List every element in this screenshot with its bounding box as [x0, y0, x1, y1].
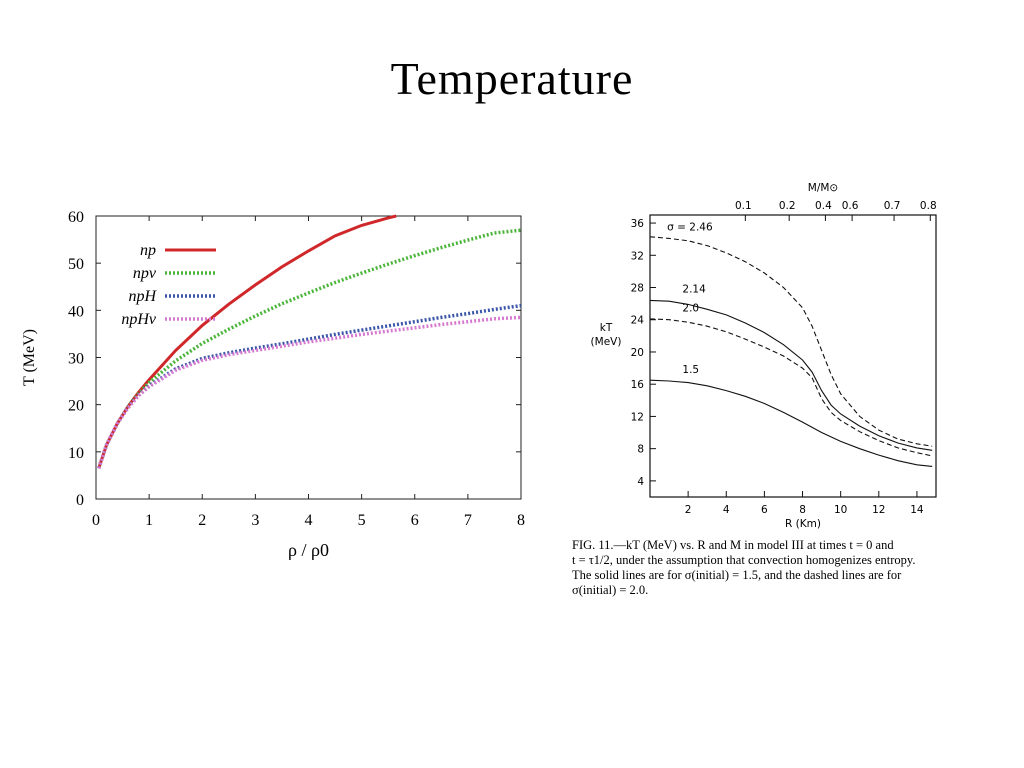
x-tick-label: 2: [685, 504, 692, 516]
top-tick-label: 0.4: [815, 200, 832, 212]
y-axis-label: (MeV): [591, 336, 622, 348]
caption-line: t = τ1/2, under the assumption that conv…: [572, 553, 916, 567]
x-tick-label: 4: [305, 512, 313, 529]
y-tick-label: 28: [631, 283, 644, 295]
top-tick-label: 0.1: [735, 200, 752, 212]
y-tick-label: 32: [631, 250, 644, 262]
plot-frame: [649, 214, 937, 498]
series-line-1: [649, 299, 933, 451]
top-axis-label: M/M⊙: [808, 182, 838, 194]
legend-label: npH: [128, 288, 157, 305]
x-axis-label: R (Km): [785, 518, 821, 530]
x-tick-label: 12: [872, 504, 885, 516]
top-tick-label: 0.2: [779, 200, 796, 212]
x-tick-label: 6: [761, 504, 768, 516]
figure-caption: FIG. 11.—kT (MeV) vs. R and M in model I…: [572, 538, 970, 598]
y-tick-label: 36: [631, 218, 645, 230]
top-tick-label: 0.7: [884, 200, 901, 212]
series-line-2: [97, 303, 522, 469]
x-tick-label: 5: [358, 512, 366, 529]
x-tick-label: 8: [799, 504, 806, 516]
y-tick-label: 12: [631, 411, 644, 423]
top-tick-label: 0.8: [920, 200, 937, 212]
y-tick-label: 24: [631, 315, 645, 327]
caption-line: The solid lines are for σ(initial) = 1.5…: [572, 568, 902, 582]
x-tick-label: 7: [464, 512, 472, 529]
caption-line: FIG. 11.—kT (MeV) vs. R and M in model I…: [572, 538, 894, 552]
series-line-0: [649, 236, 933, 447]
y-axis-label: kT: [600, 322, 613, 334]
y-tick-label: 20: [68, 398, 84, 415]
x-tick-label: 4: [723, 504, 730, 516]
slide-title: Temperature: [390, 53, 634, 104]
series-line-0: [97, 214, 397, 469]
x-tick-label: 6: [411, 512, 419, 529]
x-axis-label: ρ / ρ0: [288, 540, 329, 560]
y-tick-label: 4: [637, 476, 644, 488]
y-tick-label: 0: [76, 492, 84, 509]
series-label: 1.5: [682, 364, 699, 376]
x-tick-label: 8: [517, 512, 525, 529]
legend-label: npHν: [121, 311, 157, 328]
top-tick-label: 0.6: [842, 200, 859, 212]
y-tick-label: 20: [631, 347, 644, 359]
legend-label: np: [140, 242, 156, 259]
series-line-2: [649, 318, 933, 457]
x-tick-label: 14: [910, 504, 924, 516]
legend-label: npν: [133, 265, 157, 282]
series-label: 2.0: [682, 303, 699, 315]
y-tick-label: 30: [68, 351, 84, 368]
series-line-3: [97, 315, 522, 469]
x-tick-label: 0: [92, 512, 100, 529]
y-tick-label: 50: [68, 256, 84, 273]
series-label: 2.14: [682, 283, 706, 295]
series-label: σ = 2.46: [667, 221, 713, 233]
caption-line: σ(initial) = 2.0.: [572, 583, 649, 597]
y-tick-label: 8: [637, 444, 644, 456]
series-line-1: [97, 228, 522, 469]
y-tick-label: 10: [68, 445, 84, 462]
y-tick-label: 60: [68, 209, 84, 226]
x-tick-label: 1: [145, 512, 153, 529]
y-tick-label: 16: [631, 379, 645, 391]
y-tick-label: 40: [68, 303, 84, 320]
y-axis-label: T (MeV): [21, 329, 38, 386]
series-line-3: [649, 379, 933, 467]
x-tick-label: 10: [834, 504, 847, 516]
x-tick-label: 3: [251, 512, 259, 529]
x-tick-label: 2: [198, 512, 206, 529]
